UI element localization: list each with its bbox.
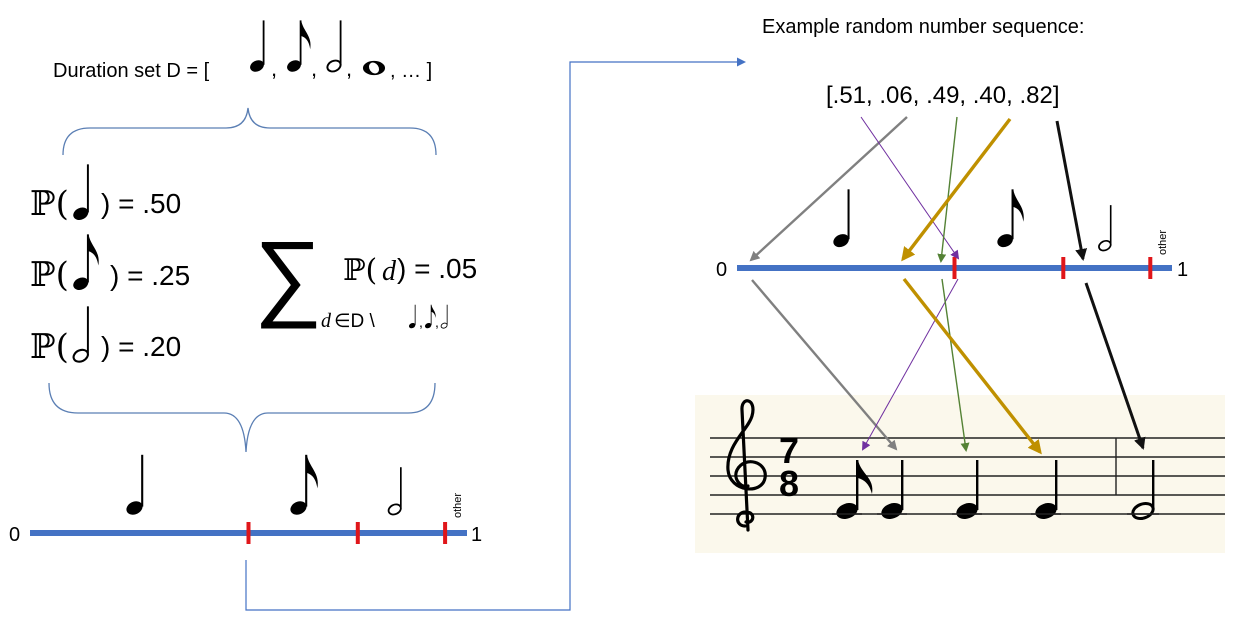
sum-expr-prefix: ℙ( <box>343 253 377 288</box>
arrow-green-upper <box>937 116 958 263</box>
boundary-tick <box>952 257 957 279</box>
eighth-note-icon <box>424 304 436 330</box>
eighth-note-icon <box>71 234 99 293</box>
right-line-other: other <box>1157 230 1169 255</box>
staff-eighth-note <box>832 460 873 519</box>
svg-text:,: , <box>271 56 277 81</box>
arrow-black-lower <box>1084 282 1146 450</box>
svg-text:,: , <box>435 314 439 330</box>
example-title: Example random number sequence: <box>762 16 1084 38</box>
arrow-gray-upper <box>749 116 908 262</box>
duration-set-label: Duration set D = [ <box>53 60 210 82</box>
sum-subscript-var: d <box>321 310 332 332</box>
prob-half-value: ) = .20 <box>101 331 181 362</box>
time-sig-bottom: 8 <box>779 463 799 504</box>
staff-quarter-note <box>1031 460 1061 519</box>
right-line-one: 1 <box>1177 259 1188 281</box>
half-note-icon <box>439 304 449 330</box>
prob-quarter-value: ) = .50 <box>101 188 181 219</box>
boundary-tick <box>246 522 251 544</box>
staff-quarter-note <box>877 460 907 519</box>
arrow-gray-lower <box>751 279 898 451</box>
quarter-note-icon <box>831 189 852 250</box>
half-note-icon <box>1096 204 1114 254</box>
prob-half-row: ℙ( ) = .20 <box>30 305 181 367</box>
eighth-note-icon <box>285 20 311 74</box>
right-probability-line: 0 1 other <box>716 189 1188 281</box>
half-note-icon <box>70 305 91 366</box>
quarter-note-icon <box>124 454 145 518</box>
treble-clef-icon <box>726 399 767 532</box>
prob-quarter-row: ℙ( ) = .50 <box>30 164 181 224</box>
arrow-purple-lower <box>862 278 959 451</box>
prob-eighth-value: ) = .25 <box>110 260 190 291</box>
half-note-icon <box>324 19 344 75</box>
svg-text:,: , <box>419 314 423 330</box>
quarter-note-icon <box>248 20 266 74</box>
prob-quarter-prefix: ℙ( <box>30 184 69 224</box>
staff-quarter-note <box>952 460 982 519</box>
connector-arrow <box>245 57 746 611</box>
half-note-icon <box>386 466 404 518</box>
boundary-tick <box>355 522 360 544</box>
svg-text:,: , <box>311 56 317 81</box>
sum-expression: ∑ ℙ( d ) = .05 d ∈D \ , , <box>254 222 477 332</box>
right-line-ticks <box>952 257 1153 279</box>
sum-expr-var: d <box>382 256 397 287</box>
arrow-gold-lower <box>902 277 1042 455</box>
duration-set-row: Duration set D = [ , , , , … ] <box>53 19 432 82</box>
svg-text:,: , <box>346 56 352 81</box>
quarter-note-icon <box>408 304 417 330</box>
arrow-purple-upper <box>860 116 960 260</box>
bottom-brace <box>48 382 436 453</box>
line-to-staff-arrows <box>751 277 1146 455</box>
arrow-gold-upper <box>901 117 1012 262</box>
staff-half-note <box>1127 460 1159 520</box>
eighth-note-icon <box>288 454 318 518</box>
left-line-other: other <box>452 493 464 518</box>
eighth-note-icon <box>995 189 1024 250</box>
left-probability-line: 0 1 other <box>9 454 482 546</box>
sum-symbol: ∑ <box>254 222 322 329</box>
left-line-one: 1 <box>471 524 482 546</box>
right-line-zero: 0 <box>716 259 727 281</box>
staff-background <box>695 395 1225 553</box>
duration-set-tail: , … ] <box>390 60 432 82</box>
prob-half-prefix: ℙ( <box>30 327 69 367</box>
left-line-zero: 0 <box>9 524 20 546</box>
boundary-tick <box>1061 257 1066 279</box>
boundary-tick <box>1148 257 1153 279</box>
quarter-note-icon <box>71 164 91 223</box>
random-sequence: [.51, .06, .49, .40, .82] <box>826 82 1060 109</box>
left-line-ticks <box>246 522 448 544</box>
sequence-to-line-arrows <box>749 116 1088 263</box>
arrow-green-lower <box>941 278 970 452</box>
whole-note-icon <box>362 60 386 76</box>
time-sig-top: 7 <box>779 430 799 471</box>
top-brace <box>62 107 437 156</box>
sum-subscript-rest: ∈D \ <box>334 311 376 332</box>
music-staff: 7 8 <box>695 395 1225 553</box>
prob-eighth-prefix: ℙ( <box>30 255 69 295</box>
prob-eighth-row: ℙ( ) = .25 <box>30 234 190 295</box>
arrow-black-upper <box>1055 120 1088 261</box>
boundary-tick <box>443 522 448 544</box>
sum-expr-value: ) = .05 <box>397 253 477 284</box>
